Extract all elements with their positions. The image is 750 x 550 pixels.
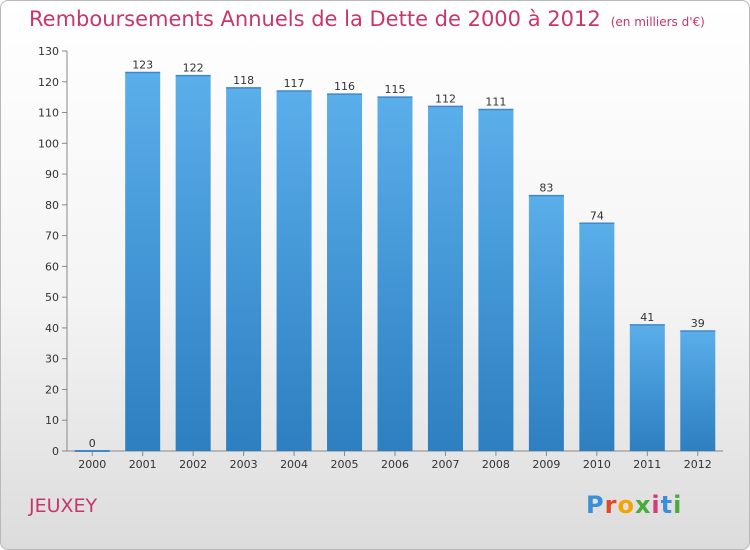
bar-2009 <box>528 195 564 451</box>
y-tick-label: 130 <box>38 45 59 58</box>
y-tick-label: 20 <box>45 383 59 396</box>
chart-title: Remboursements Annuels de la Dette de 20… <box>29 7 601 31</box>
bar-2010 <box>579 223 615 451</box>
logo-letter: P <box>586 491 605 519</box>
proxiti-logo: Proxiti <box>586 491 682 519</box>
x-tick-label-2009: 2009 <box>532 458 560 471</box>
y-tick-label: 50 <box>45 291 59 304</box>
value-label-2007: 112 <box>435 92 456 105</box>
bar-2002 <box>175 75 211 451</box>
y-tick-label: 30 <box>45 353 59 366</box>
x-tick-label-2010: 2010 <box>583 458 611 471</box>
x-tick-label-2001: 2001 <box>129 458 157 471</box>
y-tick-label: 120 <box>38 76 59 89</box>
x-tick-label-2011: 2011 <box>633 458 661 471</box>
logo-letter: i <box>651 491 661 519</box>
chart-bars <box>74 71 716 452</box>
value-label-2006: 115 <box>385 83 406 96</box>
x-tick-label-2002: 2002 <box>179 458 207 471</box>
bar-2007 <box>427 106 463 451</box>
x-tick-label-2006: 2006 <box>381 458 409 471</box>
value-label-2012: 39 <box>691 317 705 330</box>
y-tick-label: 90 <box>45 168 59 181</box>
y-tick-label: 60 <box>45 260 59 273</box>
bar-2008 <box>478 109 514 451</box>
value-label-2004: 117 <box>284 77 305 90</box>
value-label-2009: 83 <box>539 182 553 195</box>
y-tick-label: 40 <box>45 322 59 335</box>
bar-2012 <box>680 331 716 451</box>
x-tick-label-2000: 2000 <box>78 458 106 471</box>
value-label-2011: 41 <box>640 311 654 324</box>
y-tick-label: 0 <box>52 445 59 458</box>
x-tick-label-2012: 2012 <box>684 458 712 471</box>
bar-2011 <box>629 324 665 451</box>
x-tick-label-2008: 2008 <box>482 458 510 471</box>
value-label-2001: 123 <box>132 59 153 72</box>
chart-subtitle: (en milliers d'€) <box>610 15 705 29</box>
bar-2006 <box>377 97 413 452</box>
title-row: Remboursements Annuels de la Dette de 20… <box>29 7 705 31</box>
y-tick-label: 100 <box>38 137 59 150</box>
x-tick-label-2007: 2007 <box>431 458 459 471</box>
logo-letter: x <box>634 491 652 519</box>
value-label-2002: 122 <box>183 62 204 75</box>
logo-letter: o <box>617 491 635 519</box>
y-tick-label: 80 <box>45 199 59 212</box>
bar-2004 <box>276 91 312 451</box>
value-label-2003: 118 <box>233 74 254 87</box>
logo-letter: t <box>660 491 674 519</box>
x-tick-label-2003: 2003 <box>230 458 258 471</box>
y-tick-label: 110 <box>38 107 59 120</box>
bar-2003 <box>226 87 262 451</box>
value-label-2005: 116 <box>334 80 355 93</box>
x-tick-label-2005: 2005 <box>331 458 359 471</box>
value-label-2008: 111 <box>485 95 506 108</box>
value-label-2000: 0 <box>89 437 96 450</box>
value-label-2010: 74 <box>590 209 604 222</box>
y-tick-label: 10 <box>45 414 59 427</box>
commune-name: JEUXEY <box>29 495 98 517</box>
x-tick-label-2004: 2004 <box>280 458 308 471</box>
bar-2001 <box>125 72 161 452</box>
y-tick-label: 70 <box>45 230 59 243</box>
chart-labels: 0 2000 123 2001 122 2002 118 2003 117 2004 116 2005… <box>78 59 712 471</box>
logo-letter: i <box>673 491 683 519</box>
logo-letter: r <box>604 491 618 519</box>
bar-2005 <box>327 94 363 452</box>
